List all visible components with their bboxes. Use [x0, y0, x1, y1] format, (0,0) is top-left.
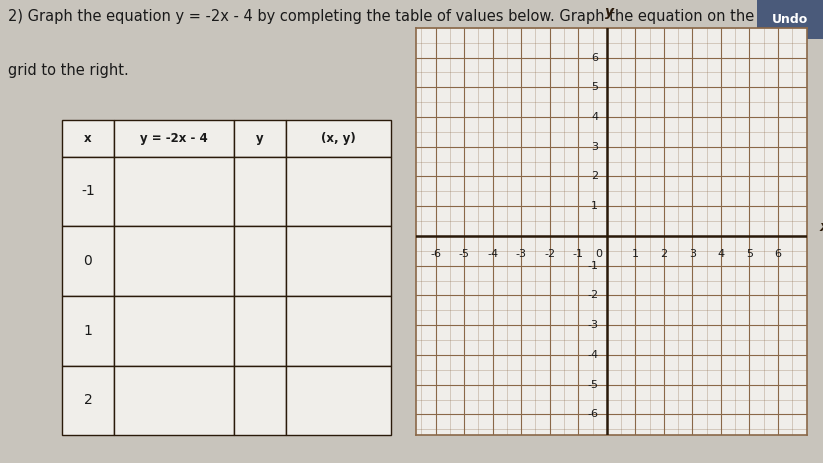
Text: 1: 1	[632, 250, 639, 259]
Text: grid to the right.: grid to the right.	[8, 63, 129, 78]
Bar	[286, 296, 391, 366]
Bar	[286, 156, 391, 226]
Bar	[234, 296, 286, 366]
Text: -6: -6	[430, 250, 441, 259]
Text: 4: 4	[718, 250, 724, 259]
Text: 3: 3	[591, 142, 598, 152]
Text: -2: -2	[587, 290, 598, 300]
Bar	[234, 366, 286, 435]
Bar	[62, 120, 114, 156]
Bar	[286, 226, 391, 296]
Text: -4: -4	[487, 250, 498, 259]
Text: (x, y): (x, y)	[321, 132, 356, 145]
Bar	[234, 226, 286, 296]
Text: 5: 5	[591, 82, 598, 92]
Bar	[114, 366, 234, 435]
Text: 2: 2	[84, 394, 92, 407]
Bar	[286, 366, 391, 435]
Text: y: y	[605, 5, 614, 19]
Text: -3: -3	[516, 250, 527, 259]
Text: -1: -1	[573, 250, 584, 259]
Text: y: y	[256, 132, 264, 145]
Text: 1: 1	[83, 324, 92, 338]
Text: -1: -1	[81, 184, 95, 199]
Text: 4: 4	[591, 112, 598, 122]
Text: 5: 5	[746, 250, 753, 259]
Text: 2: 2	[591, 171, 598, 181]
Text: -2: -2	[544, 250, 556, 259]
Text: 6: 6	[774, 250, 782, 259]
Bar	[62, 156, 114, 226]
Text: 2) Graph the equation y = -2x - 4 by completing the table of values below. Graph: 2) Graph the equation y = -2x - 4 by com…	[8, 9, 755, 24]
Text: 0: 0	[84, 254, 92, 268]
Text: -1: -1	[588, 261, 598, 271]
Text: -4: -4	[587, 350, 598, 360]
Bar	[114, 156, 234, 226]
Bar	[114, 296, 234, 366]
Text: Undo: Undo	[772, 13, 808, 26]
Bar	[62, 366, 114, 435]
Text: -5: -5	[458, 250, 470, 259]
Bar	[114, 120, 234, 156]
Text: -6: -6	[588, 409, 598, 419]
Text: y = -2x - 4: y = -2x - 4	[140, 132, 208, 145]
Bar	[234, 156, 286, 226]
Text: 6: 6	[591, 52, 598, 63]
Bar	[286, 120, 391, 156]
Bar	[234, 120, 286, 156]
Text: 2: 2	[660, 250, 667, 259]
Text: x: x	[820, 220, 823, 234]
Text: 1: 1	[591, 201, 598, 211]
Bar	[62, 296, 114, 366]
Bar	[114, 226, 234, 296]
Text: x: x	[84, 132, 91, 145]
Text: 0: 0	[596, 250, 602, 259]
Text: 3: 3	[689, 250, 696, 259]
Text: -3: -3	[588, 320, 598, 330]
Bar	[62, 226, 114, 296]
Text: -5: -5	[588, 380, 598, 390]
